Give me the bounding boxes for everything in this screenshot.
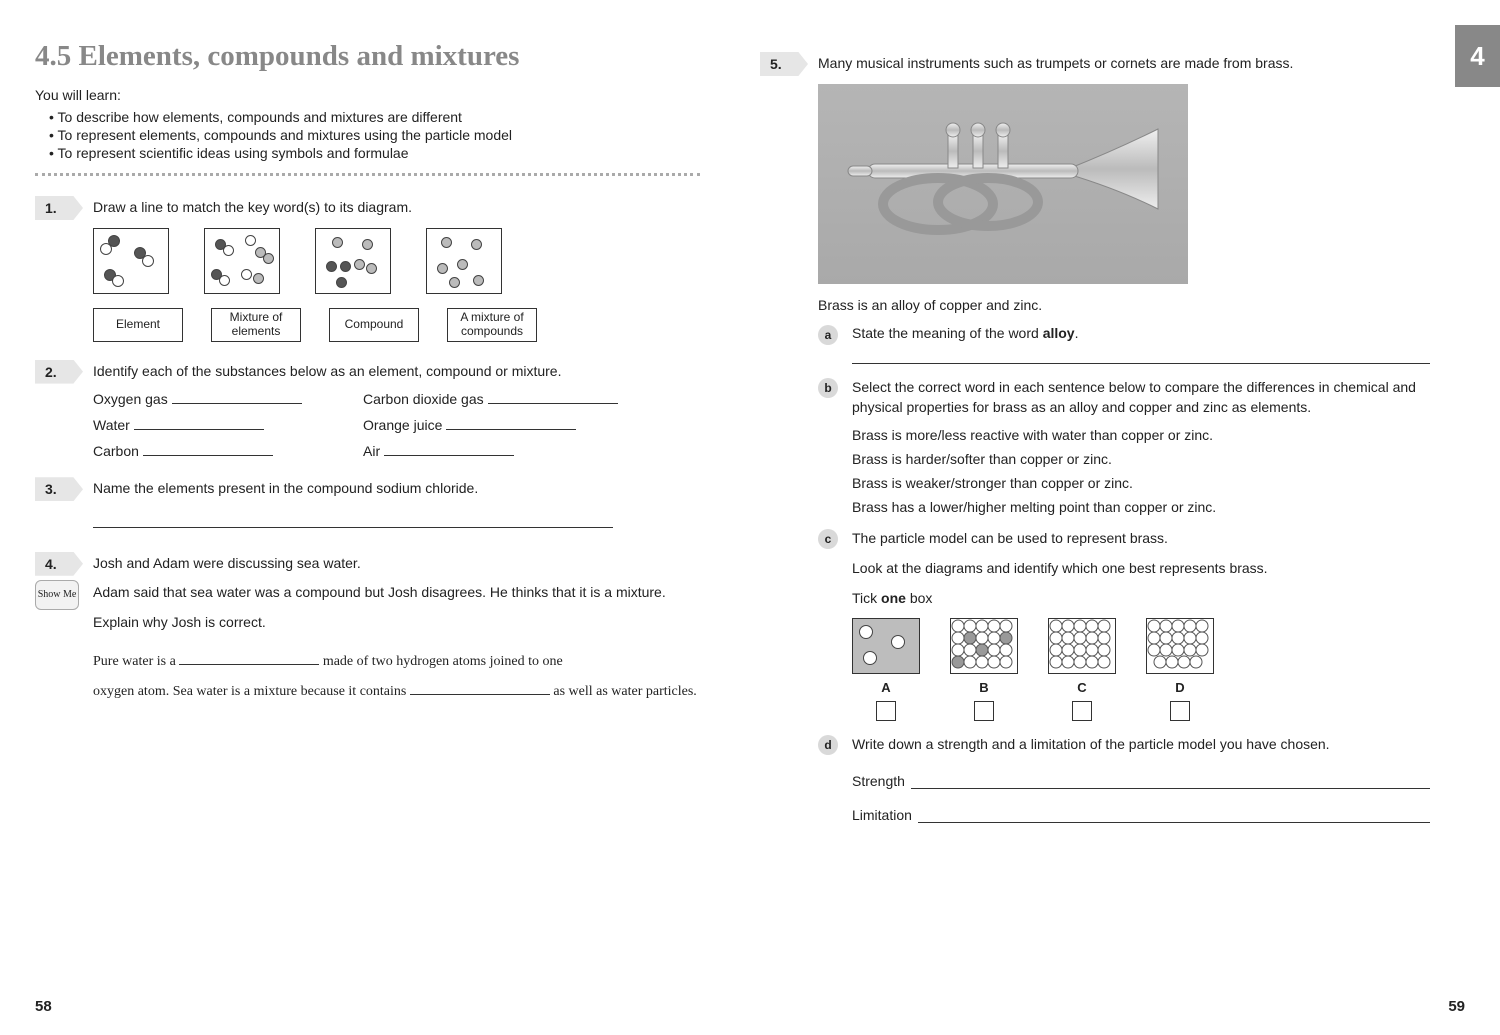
diagram-box-3 bbox=[315, 228, 391, 294]
answer-blank[interactable] bbox=[488, 392, 618, 404]
answer-blank[interactable] bbox=[172, 392, 302, 404]
label-row: Element Mixture of elements Compound A m… bbox=[93, 308, 700, 342]
diagram-box-1 bbox=[93, 228, 169, 294]
question-text: Draw a line to match the key word(s) to … bbox=[93, 198, 700, 218]
label-mixture-elements: Mixture of elements bbox=[211, 308, 301, 342]
question-4: 4. Show Me Josh and Adam were discussing… bbox=[35, 554, 700, 708]
answer-line[interactable] bbox=[911, 788, 1430, 789]
particle-diagram-d bbox=[1146, 618, 1214, 674]
learn-item: To describe how elements, compounds and … bbox=[49, 109, 700, 125]
sub-question-c: c The particle model can be used to repr… bbox=[818, 529, 1430, 721]
dotted-separator bbox=[35, 173, 700, 176]
label-element: Element bbox=[93, 308, 183, 342]
substance-label: Oxygen gas bbox=[93, 391, 168, 407]
question-3: 3. Name the elements present in the comp… bbox=[35, 479, 700, 528]
label-mixture-compounds: A mixture of compounds bbox=[447, 308, 537, 342]
choice-sentence: Brass is more/less reactive with water t… bbox=[852, 427, 1430, 443]
question-line: Explain why Josh is correct. bbox=[93, 613, 700, 633]
substance-label: Air bbox=[363, 443, 380, 459]
question-number: 3. bbox=[35, 477, 83, 501]
particle-diagram-row: A B bbox=[852, 618, 1430, 721]
question-text: Identify each of the substances below as… bbox=[93, 362, 700, 382]
limitation-label: Limitation bbox=[852, 807, 912, 823]
sub-letter: d bbox=[818, 735, 838, 755]
learn-item: To represent elements, compounds and mix… bbox=[49, 127, 700, 143]
question-number: 4. bbox=[35, 552, 83, 576]
answer-line[interactable] bbox=[852, 363, 1430, 364]
answer-blank[interactable] bbox=[410, 685, 550, 695]
sub-question-b: b Select the correct word in each senten… bbox=[818, 378, 1430, 515]
learn-intro: You will learn: bbox=[35, 87, 700, 103]
question-number: 2. bbox=[35, 360, 83, 384]
learn-item: To represent scientific ideas using symb… bbox=[49, 145, 700, 161]
page-number-right: 59 bbox=[1448, 998, 1465, 1015]
choice-sentence: Brass has a lower/higher melting point t… bbox=[852, 499, 1430, 515]
substance-label: Orange juice bbox=[363, 417, 442, 433]
tick-instruction: Tick one box bbox=[852, 589, 1430, 609]
sub-text: Select the correct word in each sentence… bbox=[852, 378, 1430, 417]
answer-blank[interactable] bbox=[134, 418, 264, 430]
checkbox-b[interactable] bbox=[974, 701, 994, 721]
fill-grid: Oxygen gas Carbon dioxide gas Water Oran… bbox=[93, 391, 700, 459]
particle-diagram-b bbox=[950, 618, 1018, 674]
page-left: 4.5 Elements, compounds and mixtures You… bbox=[0, 0, 720, 1035]
section-title: 4.5 Elements, compounds and mixtures bbox=[35, 40, 700, 73]
diagram-box-2 bbox=[204, 228, 280, 294]
choice-sentence: Brass is weaker/stronger than copper or … bbox=[852, 475, 1430, 491]
substance-label: Water bbox=[93, 417, 130, 433]
checkbox-d[interactable] bbox=[1170, 701, 1190, 721]
page-number-left: 58 bbox=[35, 998, 52, 1015]
particle-diagram-c bbox=[1048, 618, 1116, 674]
answer-blank[interactable] bbox=[179, 655, 319, 665]
question-line: Adam said that sea water was a compound … bbox=[93, 583, 700, 603]
checkbox-c[interactable] bbox=[1072, 701, 1092, 721]
question-5: 5. Many musical instruments such as trum… bbox=[760, 54, 1430, 823]
page-right: 5. Many musical instruments such as trum… bbox=[750, 0, 1470, 1035]
particle-label: B bbox=[979, 680, 988, 695]
particle-diagram-a bbox=[852, 618, 920, 674]
answer-blank[interactable] bbox=[143, 444, 273, 456]
question-text: Josh and Adam were discussing sea water. bbox=[93, 554, 700, 574]
question-text: Many musical instruments such as trumpet… bbox=[818, 54, 1430, 74]
strength-label: Strength bbox=[852, 773, 905, 789]
label-compound: Compound bbox=[329, 308, 419, 342]
handwriting-answer: Pure water is a made of two hydrogen ato… bbox=[93, 647, 700, 709]
diagram-box-4 bbox=[426, 228, 502, 294]
sub-question-d: d Write down a strength and a limitation… bbox=[818, 735, 1430, 823]
sub-letter: b bbox=[818, 378, 838, 398]
sub-letter: a bbox=[818, 325, 838, 345]
particle-label: D bbox=[1175, 680, 1184, 695]
substance-label: Carbon dioxide gas bbox=[363, 391, 484, 407]
diagram-row bbox=[93, 228, 700, 294]
sub-text: The particle model can be used to repres… bbox=[852, 529, 1430, 549]
answer-line[interactable] bbox=[93, 527, 613, 528]
show-me-badge: Show Me bbox=[35, 580, 79, 610]
particle-label: C bbox=[1077, 680, 1086, 695]
question-1: 1. Draw a line to match the key word(s) … bbox=[35, 198, 700, 342]
sub-text: Look at the diagrams and identify which … bbox=[852, 559, 1430, 579]
question-2: 2. Identify each of the substances below… bbox=[35, 362, 700, 460]
question-text: Name the elements present in the compoun… bbox=[93, 479, 700, 499]
caption: Brass is an alloy of copper and zinc. bbox=[818, 296, 1430, 316]
answer-blank[interactable] bbox=[384, 444, 514, 456]
trumpet-image bbox=[818, 84, 1188, 284]
particle-label: A bbox=[881, 680, 890, 695]
answer-blank[interactable] bbox=[446, 418, 576, 430]
checkbox-a[interactable] bbox=[876, 701, 896, 721]
answer-line[interactable] bbox=[918, 822, 1430, 823]
trumpet-icon bbox=[838, 114, 1168, 254]
sub-letter: c bbox=[818, 529, 838, 549]
sub-text: Write down a strength and a limitation o… bbox=[852, 735, 1430, 755]
question-number: 1. bbox=[35, 196, 83, 220]
substance-label: Carbon bbox=[93, 443, 139, 459]
question-number: 5. bbox=[760, 52, 808, 76]
sub-question-a: a State the meaning of the word alloy. bbox=[818, 325, 1430, 364]
learn-list: To describe how elements, compounds and … bbox=[35, 109, 700, 161]
choice-sentence: Brass is harder/softer than copper or zi… bbox=[852, 451, 1430, 467]
